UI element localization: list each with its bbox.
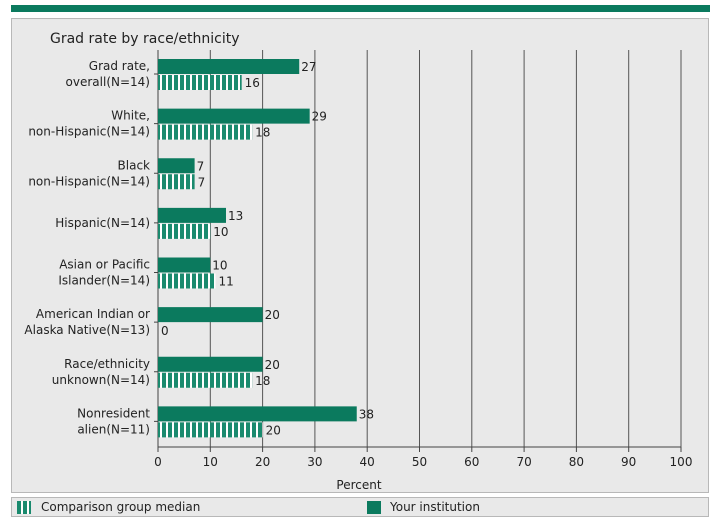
category-label: Grad rate, [89,59,150,73]
category-label: unknown(N=14) [52,373,150,387]
x-axis-title: Percent [336,478,381,492]
category-label: Nonresident [77,406,150,420]
data-label-your-institution: 20 [265,308,280,322]
data-label-comparison-median: 18 [255,374,270,388]
bar-your-institution [158,257,211,273]
legend-label-institution: Your institution [390,500,480,514]
legend-label-comparison: Comparison group median [41,500,201,514]
data-label-comparison-median: 11 [219,275,234,289]
category-label: Islander(N=14) [58,274,150,288]
data-label-your-institution: 10 [212,259,227,273]
bar-comparison-median [158,273,216,289]
data-label-your-institution: 7 [197,159,205,173]
category-label: Race/ethnicity [64,357,150,371]
x-tick-label: 100 [670,455,693,469]
data-label-your-institution: 27 [301,60,316,74]
bar-comparison-median [158,422,263,438]
x-tick-label: 40 [360,455,375,469]
data-label-your-institution: 13 [228,209,243,223]
legend-swatch-institution [367,501,381,514]
category-label: Asian or Pacific [59,258,150,272]
category-label: non-Hispanic(N=14) [28,174,150,188]
category-label: overall(N=14) [66,75,150,89]
data-label-comparison-median: 20 [266,423,281,437]
x-tick-label: 10 [203,455,218,469]
x-tick-label: 20 [255,455,270,469]
chart-legend: Comparison group median Your institution [11,497,709,517]
bar-your-institution [158,158,195,174]
bar-your-institution [158,207,226,223]
category-label: White, [111,109,150,123]
top-accent-bar [11,5,710,12]
category-label: Hispanic(N=14) [55,216,150,230]
category-label: non-Hispanic(N=14) [28,125,150,139]
bar-comparison-median [158,223,211,239]
data-label-comparison-median: 0 [161,324,169,338]
data-label-your-institution: 20 [265,358,280,372]
x-tick-label: 30 [307,455,322,469]
bar-your-institution [158,307,263,323]
x-tick-label: 60 [464,455,479,469]
data-label-comparison-median: 7 [198,175,206,189]
x-tick-label: 0 [154,455,162,469]
bar-your-institution [158,406,357,422]
category-label: American Indian or [36,307,150,321]
bar-comparison-median [158,372,253,388]
bar-comparison-median [158,174,195,190]
x-tick-label: 70 [516,455,531,469]
data-label-comparison-median: 18 [255,126,270,140]
bar-your-institution [158,356,263,372]
data-label-comparison-median: 16 [245,76,260,90]
bar-your-institution [158,59,300,74]
bar-comparison-median [158,75,242,90]
data-label-your-institution: 38 [359,407,374,421]
bar-your-institution [158,108,310,124]
data-label-your-institution: 29 [312,110,327,124]
bar-comparison-median [158,124,253,140]
chart-title: Grad rate by race/ethnicity [50,31,240,47]
category-label: Alaska Native(N=13) [24,323,150,337]
category-label: alien(N=11) [77,422,150,436]
x-tick-label: 50 [412,455,427,469]
x-tick-label: 80 [569,455,584,469]
data-label-comparison-median: 10 [213,225,228,239]
category-label: Black [118,158,151,172]
x-tick-label: 90 [621,455,636,469]
legend-swatch-comparison [17,501,31,514]
chart-panel [11,18,709,493]
